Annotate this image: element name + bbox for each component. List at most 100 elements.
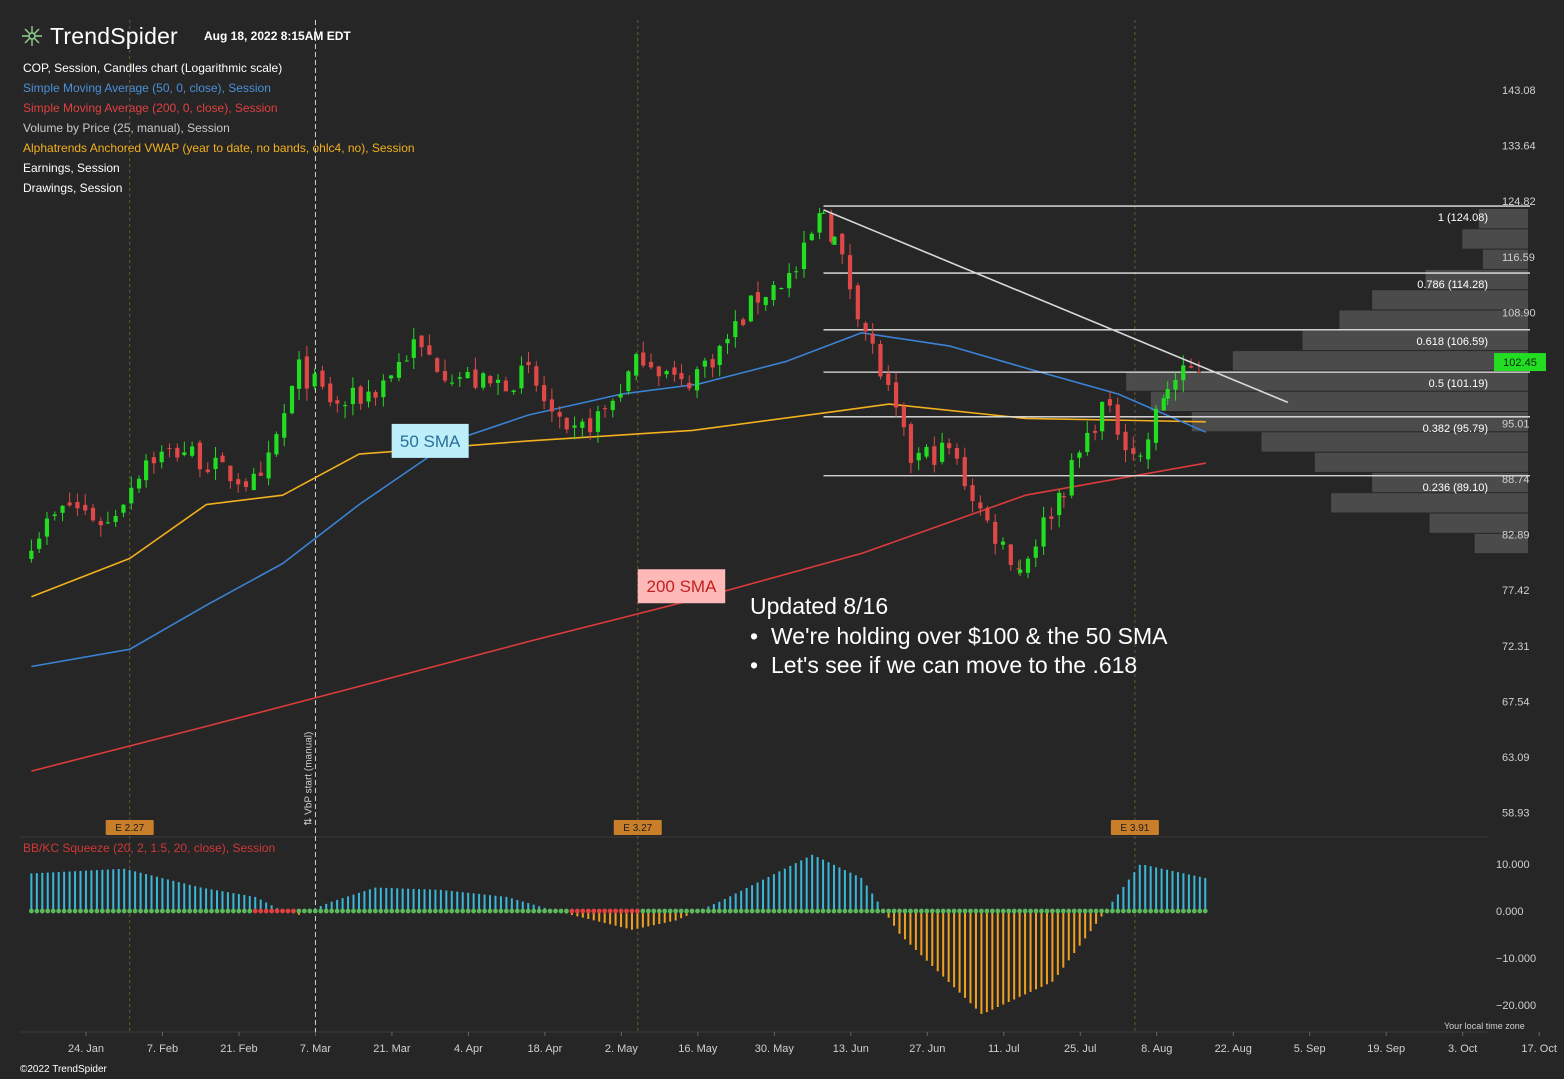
squeeze-dot [667,908,673,914]
squeeze-tick-label: −10.000 [1496,953,1536,965]
candle-body [557,412,562,417]
squeeze-dot [913,908,919,914]
candle-body [733,321,738,338]
squeeze-dot [711,908,717,914]
squeeze-dot [165,908,171,914]
earnings-badge [105,820,154,835]
squeeze-dot [198,908,204,914]
candle-body [855,285,860,320]
candle-body [488,375,493,384]
squeeze-dot [291,908,296,914]
squeeze-dot [520,908,526,914]
squeeze-dot [886,908,891,914]
squeeze-dot [656,908,662,914]
candle-body [588,418,593,433]
squeeze-dot [1049,908,1055,914]
chart-note: Updated 8/16 • We're holding over $100 & t… [750,593,1168,678]
squeeze-dot [356,908,362,914]
candle-body [228,465,233,482]
price-tick-label: 77.42 [1502,585,1530,597]
earnings-badge [1110,820,1159,835]
candle-body [1016,568,1021,570]
squeeze-dot [372,908,378,914]
date-tick-label: 13. Jun [833,1043,869,1055]
squeeze-dot [678,908,684,914]
squeeze-dot [378,908,384,914]
trendline [823,209,1289,404]
candle-body [342,405,348,407]
candle-body [427,345,432,355]
candle-body [83,504,88,511]
candle-body [1069,460,1074,496]
squeeze-dot [138,908,143,914]
squeeze-dot [1186,908,1192,914]
squeeze-dot [1153,908,1159,914]
squeeze-dot [837,908,842,914]
note-bullet-dot: • [750,652,758,678]
copyright: ©2022 TrendSpider [20,1064,107,1075]
squeeze-dot [607,908,613,914]
candle-body [763,297,768,306]
squeeze-dot [405,908,411,914]
squeeze-dot [334,908,340,914]
squeeze-dot [1148,908,1154,914]
squeeze-dot [89,908,94,914]
squeeze-dot [1017,908,1023,914]
squeeze-dot [640,908,646,914]
squeeze-dot [509,908,515,914]
legend-line-5: Earnings, Session [23,161,120,175]
vbp-start-label: ⇅ VbP start (manual) [303,732,314,826]
squeeze-dot [766,908,771,914]
squeeze-dot [580,908,586,914]
candle-body [602,408,608,410]
date-tick-label: 3. Oct [1448,1043,1477,1055]
squeeze-dot [170,908,176,914]
candle-body [449,382,455,384]
candles [29,207,1201,579]
squeeze-dot [689,908,695,914]
candle-body [67,502,72,506]
squeeze-dot [50,908,56,914]
chart-date: Aug 18, 2022 8:15AM EDT [204,29,351,43]
candle-body [993,521,998,544]
squeeze-dot [1006,908,1012,914]
squeeze-dot [1093,908,1099,914]
squeeze-dot [269,908,275,914]
date-tick-label: 18. Apr [527,1043,562,1055]
candle-body [870,333,875,344]
candle-body [1138,455,1143,457]
candle-body [335,400,340,404]
squeeze-dot [67,908,72,914]
candle-body [282,413,287,438]
squeeze-dot [902,908,908,914]
note-bullet: Let's see if we can move to the .618 [771,652,1137,678]
candle-body [947,443,952,449]
squeeze-dot [351,908,356,914]
note-bullet: We're holding over $100 & the 50 SMA [771,623,1168,649]
squeeze-dot [591,908,597,914]
squeeze-dot [695,908,700,914]
squeeze-dot [831,908,837,914]
squeeze-dot [493,908,498,914]
candle-body [205,469,210,473]
candle-body [220,455,225,463]
candle-body [404,360,409,362]
squeeze-tick-label: 10.000 [1496,859,1530,871]
candle-body [481,373,486,388]
current-price-label: 102.45 [1503,357,1537,369]
price-tick-label: 88.74 [1502,474,1530,486]
squeeze-dot [116,908,122,914]
squeeze-dot [940,908,946,914]
squeeze-dot [1077,908,1083,914]
squeeze-dot [160,908,165,914]
price-tick-label: 67.54 [1502,696,1530,708]
squeeze-dot [34,908,40,914]
candle-body [75,501,80,509]
candle-body [1188,366,1194,368]
squeeze-dot [1055,908,1061,914]
squeeze-dot [875,908,881,914]
price-tick-label: 108.90 [1502,307,1536,319]
squeeze-dot [918,908,924,914]
